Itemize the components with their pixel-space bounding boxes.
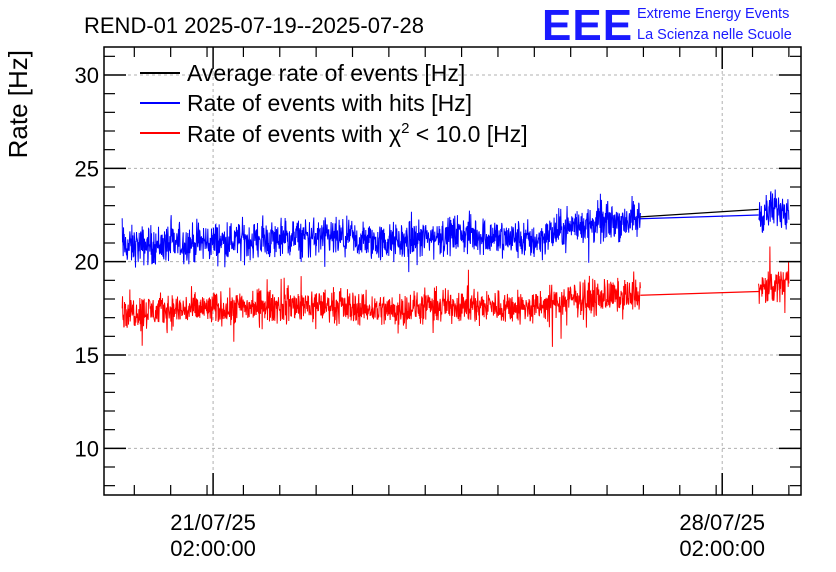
axis-ticks — [104, 47, 801, 495]
series-line-chi2 — [121, 246, 790, 347]
x-tick-label-time: 02:00:00 — [679, 536, 765, 561]
x-tick-label-time: 02:00:00 — [170, 536, 256, 561]
legend: Average rate of events [Hz] Rate of even… — [140, 60, 528, 147]
eee-logo-line1: Extreme Energy Events — [637, 6, 789, 22]
series-gap-hits — [640, 214, 759, 220]
data-series — [121, 189, 790, 347]
y-tick-label: 10 — [75, 436, 99, 461]
series-line-average — [640, 208, 759, 218]
eee-logo-line2: La Scienza nelle Scuole — [637, 27, 792, 43]
eee-logo-mark: EEE — [542, 1, 633, 50]
series-line-hits — [121, 189, 790, 273]
plot-frame — [103, 46, 802, 496]
y-tick-label: 15 — [75, 343, 99, 368]
legend-label-chi2: Rate of events with χ2 < 10.0 [Hz] — [187, 120, 528, 147]
chart-title: REND-01 2025-07-19--2025-07-28 — [84, 13, 424, 38]
y-tick-label: 30 — [75, 63, 99, 88]
series-gap-chi2 — [640, 290, 759, 296]
y-tick-label: 25 — [75, 156, 99, 181]
grid-lines — [104, 47, 801, 495]
eee-logo: EEE Extreme Energy Events La Scienza nel… — [542, 1, 792, 50]
y-axis-label: Rate [Hz] — [3, 50, 33, 158]
x-tick-label-date: 21/07/25 — [170, 510, 256, 535]
legend-label-average: Average rate of events [Hz] — [187, 60, 465, 86]
legend-label-hits: Rate of events with hits [Hz] — [187, 90, 472, 116]
x-tick-label-date: 28/07/25 — [679, 510, 765, 535]
axis-tick-labels: 101520253021/07/2502:00:0028/07/2502:00:… — [75, 63, 766, 561]
y-tick-label: 20 — [75, 250, 99, 275]
